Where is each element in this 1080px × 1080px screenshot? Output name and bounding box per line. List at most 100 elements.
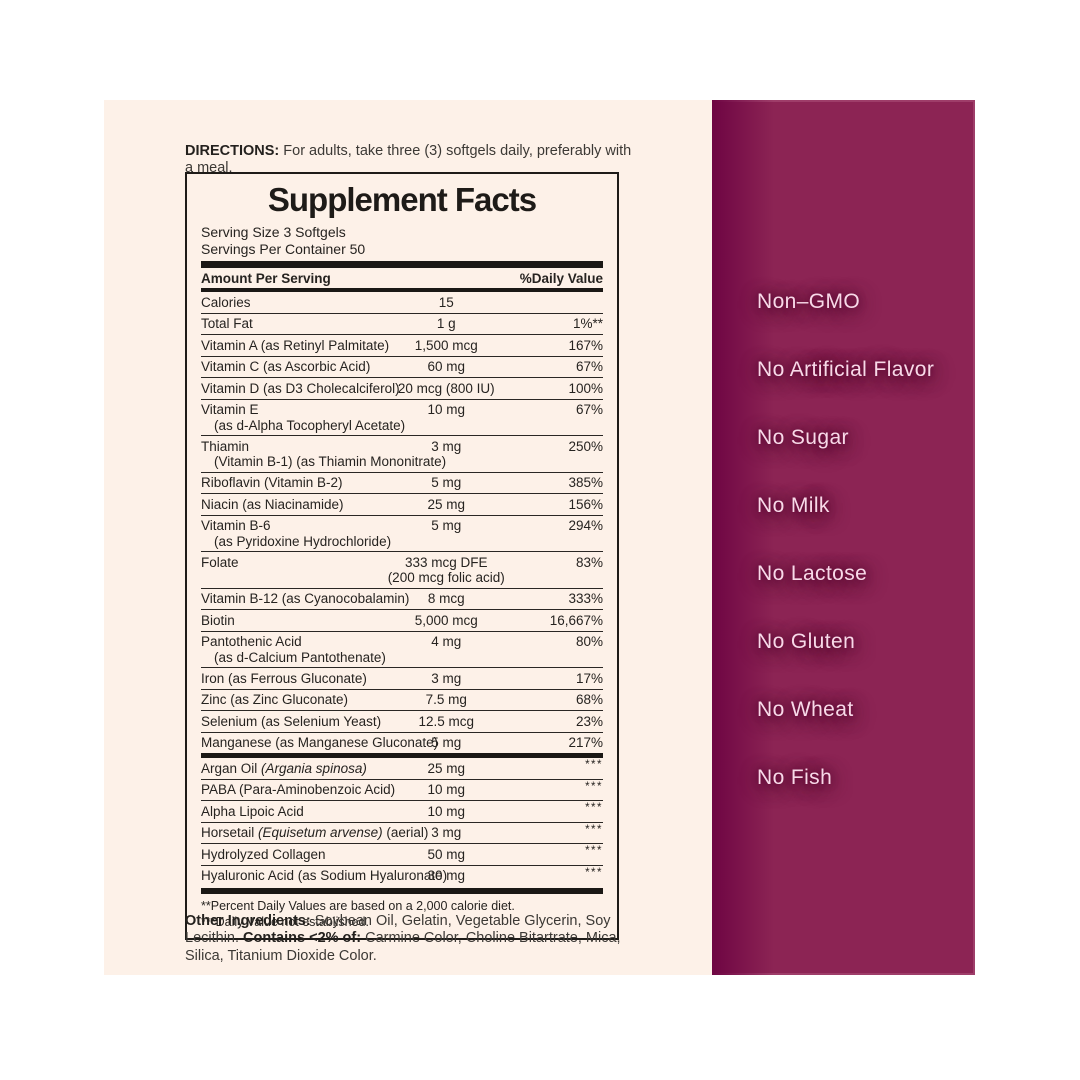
nutrient-amount: 5 mg: [431, 735, 462, 750]
table-row: Hydrolyzed Collagen 50 mg ***: [201, 843, 603, 865]
claim-item: No Artificial Flavor: [757, 358, 935, 381]
nutrient-name: Alpha Lipoic Acid: [201, 803, 304, 819]
table-row: Zinc (as Zinc Gluconate) 7.5 mg 68%: [201, 688, 603, 711]
nutrient-name: Horsetail (Equisetum arvense) (aerial): [201, 825, 429, 840]
nutrient-amount: 4 mg: [431, 634, 462, 649]
nutrient-daily-value: 67%: [575, 402, 603, 417]
column-daily-value: %Daily Value: [519, 271, 603, 286]
nutrient-amount: 10 mg: [427, 803, 465, 819]
nutrient-daily-value: 250%: [568, 438, 603, 454]
nutrient-name: Biotin: [201, 612, 235, 628]
serving-size: Serving Size 3 Softgels: [201, 224, 346, 240]
claim-item: No Gluten: [757, 630, 856, 653]
nutrient-amount: 10 mg: [427, 782, 465, 797]
nutrient-daily-value: 217%: [568, 735, 603, 750]
nutrient-daily-value: ***: [585, 759, 603, 771]
nutrient-amount: 25 mg: [427, 496, 465, 512]
table-row: Riboflavin (Vitamin B-2) 5 mg 385%: [201, 471, 603, 494]
table-row: Vitamin A (as Retinyl Palmitate) 1,500 mc…: [201, 334, 603, 356]
facts-rows: Calories 15 Total Fat 1 g 1%** Vitamin A (as …: [201, 292, 603, 886]
nutrient-name: Vitamin B-12 (as Cyanocobalamin): [201, 591, 410, 606]
nutrient-name: Hyaluronic Acid (as Sodium Hyaluronate): [201, 868, 448, 883]
nutrient-daily-value: 83%: [575, 554, 603, 570]
nutrient-name: Vitamin B-6 (as Pyridoxine Hydrochloride): [201, 518, 603, 549]
claim-item: Non–GMO: [757, 290, 861, 313]
claim-item: No Wheat: [757, 698, 854, 721]
nutrient-name: Selenium (as Selenium Yeast): [201, 713, 382, 729]
nutrient-name: Iron (as Ferrous Gluconate): [201, 670, 367, 686]
nutrient-name: Riboflavin (Vitamin B-2): [201, 475, 343, 490]
nutrient-daily-value: 17%: [575, 670, 603, 686]
nutrient-daily-value: ***: [585, 823, 603, 836]
nutrient-amount: 20 mcg (800 IU): [397, 380, 495, 396]
nutrient-daily-value: ***: [585, 866, 603, 879]
table-row: Selenium (as Selenium Yeast) 12.5 mcg 23%: [201, 710, 603, 732]
nutrient-name-sub: (as Pyridoxine Hydrochloride): [214, 533, 392, 549]
nutrient-amount: 3 mg: [431, 438, 462, 454]
table-row: Biotin 5,000 mcg 16,667%: [201, 609, 603, 631]
nutrient-amount: 25 mg: [427, 760, 465, 776]
nutrient-name: Thiamin (Vitamin B-1) (as Thiamin Mononit…: [201, 439, 603, 470]
nutrient-name: Zinc (as Zinc Gluconate): [201, 692, 349, 707]
nutrient-amount-sub: (200 mcg folic acid): [387, 570, 505, 585]
nutrient-amount: 5 mg: [431, 475, 462, 490]
table-row: Vitamin D (as D3 Cholecalciferol) 20 mcg …: [201, 377, 603, 399]
nutrient-daily-value: 333%: [568, 591, 603, 606]
nutrient-amount: 7.5 mg: [425, 692, 467, 707]
nutrient-name: Manganese (as Manganese Gluconate): [201, 735, 439, 750]
nutrient-daily-value: ***: [585, 802, 603, 814]
claim-item: No Lactose: [757, 562, 868, 585]
claim-item: No Sugar: [757, 426, 849, 449]
nutrient-amount: 60 mg: [427, 359, 465, 374]
table-row: Manganese (as Manganese Gluconate) 5 mg 21…: [201, 731, 603, 754]
table-row: Niacin (as Niacinamide) 25 mg 156%: [201, 493, 603, 515]
nutrient-daily-value: ***: [585, 845, 603, 857]
table-row: Folate 333 mcg DFE (200 mcg folic acid) 83%: [201, 551, 603, 588]
nutrient-daily-value: 385%: [568, 475, 603, 490]
table-row: Horsetail (Equisetum arvense) (aerial) 3 …: [201, 821, 603, 844]
table-row: Vitamin B-6 (as Pyridoxine Hydrochloride)…: [201, 514, 603, 552]
nutrient-daily-value: 67%: [575, 359, 603, 374]
servings-per-container: Servings Per Container 50: [201, 240, 366, 257]
column-amount-per-serving: Amount Per Serving: [201, 271, 331, 286]
nutrient-name: Folate: [201, 554, 239, 570]
table-row: Total Fat 1 g 1%**: [201, 312, 603, 335]
table-row: Thiamin (Vitamin B-1) (as Thiamin Mononit…: [201, 435, 603, 472]
table-row: Hyaluronic Acid (as Sodium Hyaluronate) 3…: [201, 864, 603, 887]
label-panel: DIRECTIONS: For adults, take three (3) s…: [104, 100, 712, 975]
nutrient-name: Calories: [201, 294, 251, 310]
nutrient-name-sub: (as d-Alpha Tocopheryl Acetate): [214, 417, 406, 433]
supplement-facts-box: Supplement Facts Serving Size 3 Softgels…: [185, 172, 619, 940]
nutrient-name: Total Fat: [201, 316, 253, 331]
nutrient-daily-value: 156%: [568, 496, 603, 512]
claims-panel: Non–GMO No Artificial Flavor No Sugar No Mi…: [712, 100, 975, 975]
nutrient-amount: 8 mcg: [427, 591, 465, 606]
table-row: Vitamin B-12 (as Cyanocobalamin) 8 mcg 333…: [201, 587, 603, 610]
nutrient-daily-value: 294%: [568, 518, 603, 533]
nutrient-daily-value: 100%: [568, 380, 603, 396]
nutrient-name: Vitamin D (as D3 Cholecalciferol): [201, 380, 400, 396]
nutrient-name-sub: (Vitamin B-1) (as Thiamin Mononitrate): [214, 454, 447, 469]
nutrient-name: Vitamin C (as Ascorbic Acid): [201, 359, 371, 374]
nutrient-daily-value: 68%: [575, 692, 603, 707]
table-header: Amount Per Serving %Daily Value: [201, 268, 603, 288]
nutrient-amount: 30 mg: [427, 868, 465, 883]
nutrient-daily-value: ***: [585, 780, 603, 793]
separator-bar: [201, 261, 603, 268]
nutrient-name: Pantothenic Acid (as d-Calcium Pantothena…: [201, 634, 603, 665]
nutrient-daily-value: 23%: [575, 713, 603, 729]
nutrient-amount: 50 mg: [427, 846, 465, 862]
nutrient-daily-value: 1%**: [572, 316, 603, 331]
nutrient-amount: 1 g: [436, 316, 456, 331]
claim-item: No Fish: [757, 766, 833, 789]
claim-item: No Milk: [757, 494, 830, 517]
nutrient-amount: 3 mg: [431, 670, 462, 686]
nutrient-name: Niacin (as Niacinamide): [201, 496, 344, 512]
nutrient-daily-value: 16,667%: [549, 612, 603, 628]
nutrient-daily-value: 167%: [568, 337, 603, 353]
table-row: Pantothenic Acid (as d-Calcium Pantothena…: [201, 630, 603, 668]
nutrient-amount: 10 mg: [427, 402, 465, 417]
nutrient-name: Vitamin E (as d-Alpha Tocopheryl Acetate): [201, 402, 603, 433]
nutrient-name: Argan Oil (Argania spinosa): [201, 760, 367, 776]
footnote-daily-values: **Percent Daily Values are based on a 2,…: [201, 899, 515, 913]
